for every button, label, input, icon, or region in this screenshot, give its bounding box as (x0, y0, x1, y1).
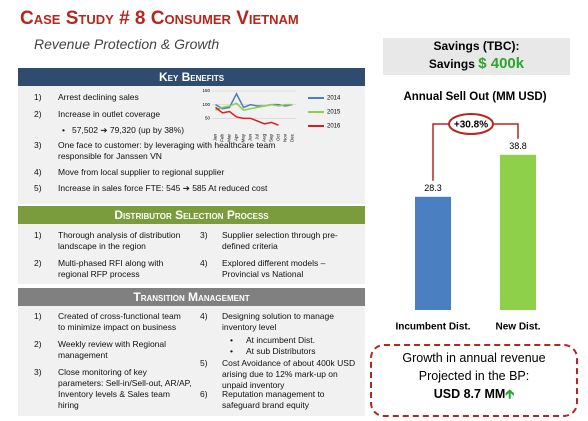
transition-header: Transition Management (18, 288, 365, 306)
value-label: 28.3 (424, 183, 442, 193)
growth-amount-line: USD 8.7 MM🡱 (372, 385, 576, 403)
growth-amount: USD 8.7 MM (433, 387, 506, 401)
savings-line: Savings $ 400k (383, 55, 570, 73)
item-text: Arrest declining sales (58, 92, 139, 102)
growth-line: Growth in annual revenue (402, 351, 546, 365)
x-tick-label: Jun (248, 134, 253, 142)
distributor-box (18, 224, 365, 284)
up-arrow-icon: 🡱 (505, 387, 515, 401)
item-number: 5) (200, 358, 208, 368)
growth-line: Projected in the BP: (418, 369, 530, 383)
item-text: Supplier selection through pre-defined c… (222, 230, 338, 251)
x-tick-label: Mar (227, 133, 232, 141)
x-tick-label: Sep (269, 134, 274, 143)
savings-box: Savings (TBC): Savings $ 400k (383, 38, 570, 75)
x-tick-label: Dec (290, 133, 295, 142)
item-number: 5) (34, 183, 42, 193)
legend-label: 2014 (327, 96, 341, 102)
legend-label: 2015 (327, 110, 341, 116)
transition-box (18, 306, 365, 416)
item-text: Reputation management to safeguard brand… (222, 389, 325, 410)
savings-amount: $ 400k (478, 55, 525, 72)
item-text: Thorough analysis of distribution landsc… (58, 230, 181, 251)
bracket (432, 123, 519, 181)
series-line (215, 102, 293, 111)
item-number: 3) (34, 367, 42, 377)
chart-title: Annual Sell Out (MM USD) (403, 91, 546, 103)
item-number: 2) (34, 339, 42, 349)
sell-out-chart: Annual Sell Out (MM USD) 28.3 Incumbent Di… (395, 91, 546, 333)
series-line (215, 106, 279, 126)
slide-subtitle: Revenue Protection & Growth (34, 36, 220, 52)
y-tick-label: 50 (205, 116, 211, 121)
annotation-oval (448, 113, 494, 135)
item-text: Weekly review with Regional management (58, 339, 167, 360)
item-text: Created of cross-functional team to mini… (58, 311, 181, 332)
x-tick-label: Jul (255, 134, 260, 140)
item-number: 3) (34, 140, 42, 150)
item-number: 1) (34, 230, 42, 240)
series-line (215, 92, 293, 110)
item-number: 2) (34, 109, 42, 119)
value-label: 38.8 (509, 141, 527, 151)
bullet: • (230, 335, 233, 345)
slide-title: Case Study # 8 Consumer Vietnam (20, 8, 299, 29)
savings-title: Savings (TBC): (433, 39, 520, 53)
savings-label: Savings (428, 57, 475, 71)
bullet: • (230, 346, 233, 356)
item-number: 4) (200, 311, 208, 321)
category-label: Incumbent Dist. (395, 322, 470, 333)
bullet: • (62, 125, 65, 135)
x-tick-label: Jan (213, 134, 218, 142)
item-text: Designing solution to manage inventory l… (222, 311, 334, 332)
item-text: Cost Avoidance of about 400k USD arising… (222, 358, 356, 390)
item-text: Increase in outlet coverage (58, 109, 161, 119)
item-number: 1) (34, 311, 42, 321)
item-number: 4) (34, 167, 42, 177)
x-tick-label: Nov (283, 133, 288, 142)
x-tick-label: Oct (276, 133, 281, 141)
item-number: 1) (34, 92, 42, 102)
item-number: 2) (34, 258, 42, 268)
item-text: One face to customer: by leveraging with… (58, 140, 276, 161)
x-tick-label: May (241, 133, 246, 142)
sub-item-text: At incumbent Dist. (246, 335, 315, 345)
key-benefits-header: Key Benefits (18, 68, 365, 86)
sub-item-text: 57,502 ➔ 79,320 (up by 38%) (72, 125, 185, 135)
annotation: +30.8% (454, 120, 488, 131)
growth-box: Growth in annual revenue Projected in th… (370, 344, 578, 417)
sub-item-text: At sub Distributors (246, 346, 316, 356)
distributor-header: Distributor Selection Process (18, 206, 365, 224)
item-number: 6) (200, 389, 208, 399)
item-number: 4) (200, 258, 208, 268)
key-benefits-box (18, 86, 365, 204)
bar (500, 154, 536, 310)
item-text: Move from local supplier to regional sup… (58, 167, 225, 177)
sales-chart: 50 100 150 Jan Feb Mar Apr May Jun Jul Aug Sep Oct No… (202, 88, 341, 143)
item-text: Explored different models – Provincial v… (222, 258, 326, 279)
legend-label: 2016 (327, 124, 341, 130)
item-number: 3) (200, 230, 208, 240)
item-text: Multi-phased RFI along with regional RFP… (58, 258, 164, 279)
item-text: Increase in sales force FTE: 545 ➔ 585 A… (58, 183, 268, 193)
item-text: Close monitoring of key parameters: Sell… (58, 367, 192, 410)
y-tick-label: 150 (202, 88, 210, 93)
x-tick-label: Aug (262, 134, 267, 143)
y-tick-label: 100 (202, 102, 210, 107)
category-label: New Dist. (495, 322, 540, 333)
bar (415, 196, 451, 310)
x-tick-label: Feb (220, 134, 225, 142)
x-tick-label: Apr (234, 134, 239, 142)
